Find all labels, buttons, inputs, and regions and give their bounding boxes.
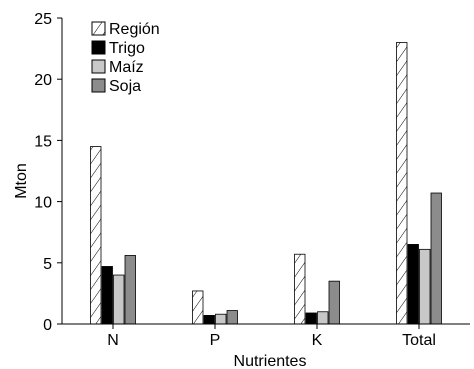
x-tick-label: P <box>210 332 221 349</box>
bar-maíz-total <box>419 248 431 325</box>
bar-maíz-n <box>113 274 125 325</box>
legend-label-soja: Soja <box>109 78 141 95</box>
bar-trigo-total <box>407 244 419 325</box>
y-tick-label: 25 <box>34 11 52 28</box>
legend-swatch-maíz <box>91 59 106 74</box>
bar-trigo-n <box>101 266 113 325</box>
bar-soja-n <box>124 255 136 325</box>
y-tick-label: 20 <box>34 72 52 89</box>
bars-group <box>90 42 442 325</box>
x-tick-label: Total <box>402 332 436 349</box>
x-tick-label: K <box>312 332 323 349</box>
bar-soja-total <box>430 192 442 325</box>
bar-región-k <box>294 253 306 325</box>
bar-soja-p <box>226 310 238 325</box>
y-axis-ticks: 0 5 10 15 20 25 <box>34 11 62 334</box>
legend-swatch-trigo <box>91 40 106 55</box>
legend-swatch-soja <box>91 78 106 93</box>
x-axis-ticks: N P K Total <box>107 324 436 349</box>
legend-label-trigo: Trigo <box>109 40 145 57</box>
bar-soja-k <box>328 280 340 325</box>
x-tick-label: N <box>107 332 119 349</box>
bar-región-n <box>90 146 102 325</box>
y-tick-label: 10 <box>34 195 52 212</box>
bar-maíz-k <box>317 311 329 325</box>
legend: Región Trigo Maíz Soja <box>91 21 160 95</box>
bar-trigo-k <box>305 312 317 325</box>
bar-trigo-p <box>203 315 215 325</box>
y-tick-label: 5 <box>43 256 52 273</box>
legend-label-región: Región <box>109 21 160 38</box>
bar-región-p <box>192 290 204 325</box>
y-tick-label: 15 <box>34 133 52 150</box>
y-tick-label: 0 <box>43 317 52 334</box>
legend-swatch-región <box>91 21 106 36</box>
x-axis-title: Nutrientes <box>234 353 307 369</box>
bar-región-total <box>396 42 408 325</box>
legend-label-maíz: Maíz <box>109 59 144 76</box>
bar-maíz-p <box>215 313 227 325</box>
y-axis-title: Mton <box>13 163 30 199</box>
